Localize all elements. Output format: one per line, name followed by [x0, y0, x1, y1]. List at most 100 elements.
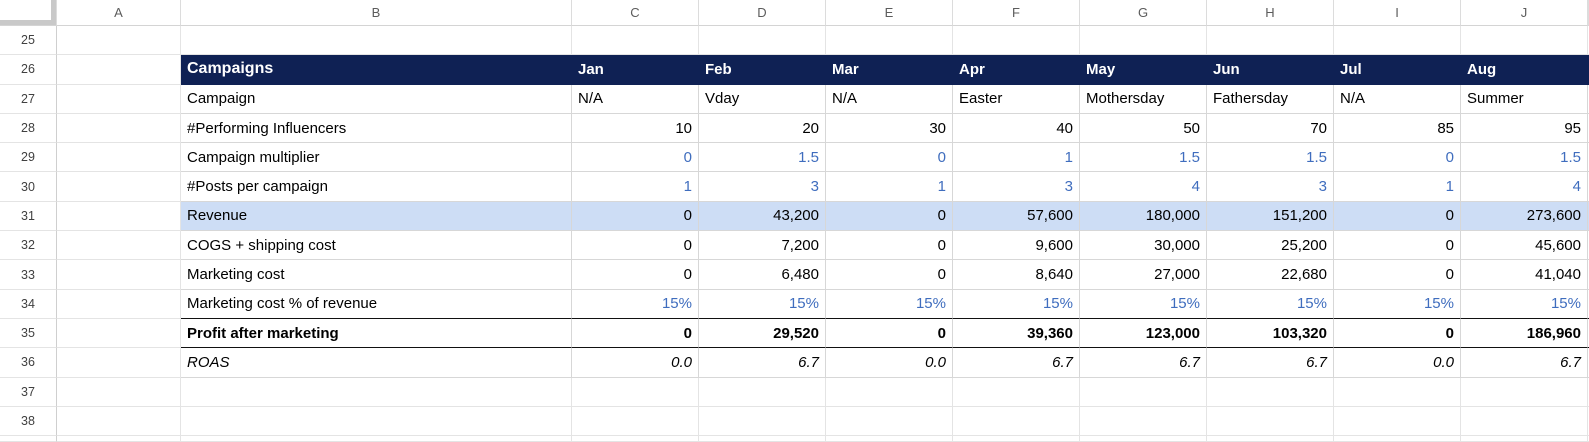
cell-F29[interactable]: 1: [953, 143, 1080, 173]
cell-G33[interactable]: 27,000: [1080, 260, 1207, 290]
cell-G26[interactable]: May: [1080, 55, 1207, 85]
cell-C38[interactable]: [572, 406, 699, 437]
cell-H25[interactable]: [1207, 26, 1334, 56]
column-header-H[interactable]: H: [1207, 0, 1334, 26]
cell-C36[interactable]: 0.0: [572, 348, 699, 378]
cell-I27[interactable]: N/A: [1334, 84, 1461, 114]
column-header-E[interactable]: E: [826, 0, 953, 26]
cell-G29[interactable]: 1.5: [1080, 143, 1207, 173]
cell-G38[interactable]: [1080, 406, 1207, 437]
cell-C34[interactable]: 15%: [572, 289, 699, 319]
cell-C32[interactable]: 0: [572, 231, 699, 261]
cell-D29[interactable]: 1.5: [699, 143, 826, 173]
cell-A25[interactable]: [57, 26, 181, 56]
column-header-D[interactable]: D: [699, 0, 826, 26]
cell-F28[interactable]: 40: [953, 113, 1080, 144]
cell-B31[interactable]: Revenue: [181, 201, 572, 232]
cell-J38[interactable]: [1461, 406, 1588, 437]
column-header-J[interactable]: J: [1461, 0, 1588, 26]
cell-B28[interactable]: #Performing Influencers: [181, 113, 572, 144]
cell-E37[interactable]: [826, 377, 953, 407]
cell-B37[interactable]: [181, 377, 572, 407]
cell-B33[interactable]: Marketing cost: [181, 260, 572, 290]
cell-F35[interactable]: 39,360: [953, 318, 1080, 349]
cell-A26[interactable]: [57, 55, 181, 85]
cell-H30[interactable]: 3: [1207, 172, 1334, 202]
cell-H27[interactable]: Fathersday: [1207, 84, 1334, 114]
cell-F32[interactable]: 9,600: [953, 231, 1080, 261]
cell-A37[interactable]: [57, 377, 181, 407]
cell-A33[interactable]: [57, 260, 181, 290]
cell-C30[interactable]: 1: [572, 172, 699, 202]
column-header-A[interactable]: A: [57, 0, 181, 26]
cell-H28[interactable]: 70: [1207, 113, 1334, 144]
cell-B32[interactable]: COGS + shipping cost: [181, 231, 572, 261]
cell-F30[interactable]: 3: [953, 172, 1080, 202]
cell-E36[interactable]: 0.0: [826, 348, 953, 378]
cell-J34[interactable]: 15%: [1461, 289, 1588, 319]
cell-G30[interactable]: 4: [1080, 172, 1207, 202]
column-header-G[interactable]: G: [1080, 0, 1207, 26]
cell-B25[interactable]: [181, 26, 572, 56]
cell-B38[interactable]: [181, 406, 572, 437]
cell-D26[interactable]: Feb: [699, 55, 826, 85]
cell-J29[interactable]: 1.5: [1461, 143, 1588, 173]
select-all-corner[interactable]: [0, 0, 57, 26]
cell-E28[interactable]: 30: [826, 113, 953, 144]
column-header-F[interactable]: F: [953, 0, 1080, 26]
cell-G35[interactable]: 123,000: [1080, 318, 1207, 349]
row-header-34[interactable]: 34: [0, 289, 57, 319]
cell-F37[interactable]: [953, 377, 1080, 407]
cell-I30[interactable]: 1: [1334, 172, 1461, 202]
cell-I38[interactable]: [1334, 406, 1461, 437]
cell-D31[interactable]: 43,200: [699, 201, 826, 232]
cell-I35[interactable]: 0: [1334, 318, 1461, 349]
column-header-B[interactable]: B: [181, 0, 572, 26]
cell-B26[interactable]: Campaigns: [181, 55, 572, 85]
cell-J25[interactable]: [1461, 26, 1588, 56]
cell-H36[interactable]: 6.7: [1207, 348, 1334, 378]
cell-E31[interactable]: 0: [826, 201, 953, 232]
row-header-27[interactable]: 27: [0, 84, 57, 114]
cell-J33[interactable]: 41,040: [1461, 260, 1588, 290]
cell-C33[interactable]: 0: [572, 260, 699, 290]
cell-E30[interactable]: 1: [826, 172, 953, 202]
cell-F34[interactable]: 15%: [953, 289, 1080, 319]
row-header-36[interactable]: 36: [0, 348, 57, 378]
cell-A28[interactable]: [57, 113, 181, 144]
cell-D25[interactable]: [699, 26, 826, 56]
row-header-28[interactable]: 28: [0, 113, 57, 144]
cell-J37[interactable]: [1461, 377, 1588, 407]
cell-J30[interactable]: 4: [1461, 172, 1588, 202]
row-header-25[interactable]: 25: [0, 26, 57, 56]
cell-J26[interactable]: Aug: [1461, 55, 1588, 85]
cell-D34[interactable]: 15%: [699, 289, 826, 319]
cell-H37[interactable]: [1207, 377, 1334, 407]
cell-G27[interactable]: Mothersday: [1080, 84, 1207, 114]
cell-D37[interactable]: [699, 377, 826, 407]
row-header-30[interactable]: 30: [0, 172, 57, 202]
cell-E34[interactable]: 15%: [826, 289, 953, 319]
cell-H34[interactable]: 15%: [1207, 289, 1334, 319]
cell-D38[interactable]: [699, 406, 826, 437]
cell-G32[interactable]: 30,000: [1080, 231, 1207, 261]
cell-I31[interactable]: 0: [1334, 201, 1461, 232]
cell-H29[interactable]: 1.5: [1207, 143, 1334, 173]
cell-I34[interactable]: 15%: [1334, 289, 1461, 319]
cell-B35[interactable]: Profit after marketing: [181, 318, 572, 349]
row-header-38[interactable]: 38: [0, 406, 57, 437]
column-header-I[interactable]: I: [1334, 0, 1461, 26]
cell-D33[interactable]: 6,480: [699, 260, 826, 290]
cell-B30[interactable]: #Posts per campaign: [181, 172, 572, 202]
cell-F33[interactable]: 8,640: [953, 260, 1080, 290]
cell-C25[interactable]: [572, 26, 699, 56]
cell-A30[interactable]: [57, 172, 181, 202]
column-header-C[interactable]: C: [572, 0, 699, 26]
cell-C35[interactable]: 0: [572, 318, 699, 349]
cell-D27[interactable]: Vday: [699, 84, 826, 114]
cell-A32[interactable]: [57, 231, 181, 261]
cell-E26[interactable]: Mar: [826, 55, 953, 85]
cell-I25[interactable]: [1334, 26, 1461, 56]
cell-G34[interactable]: 15%: [1080, 289, 1207, 319]
cell-B29[interactable]: Campaign multiplier: [181, 143, 572, 173]
